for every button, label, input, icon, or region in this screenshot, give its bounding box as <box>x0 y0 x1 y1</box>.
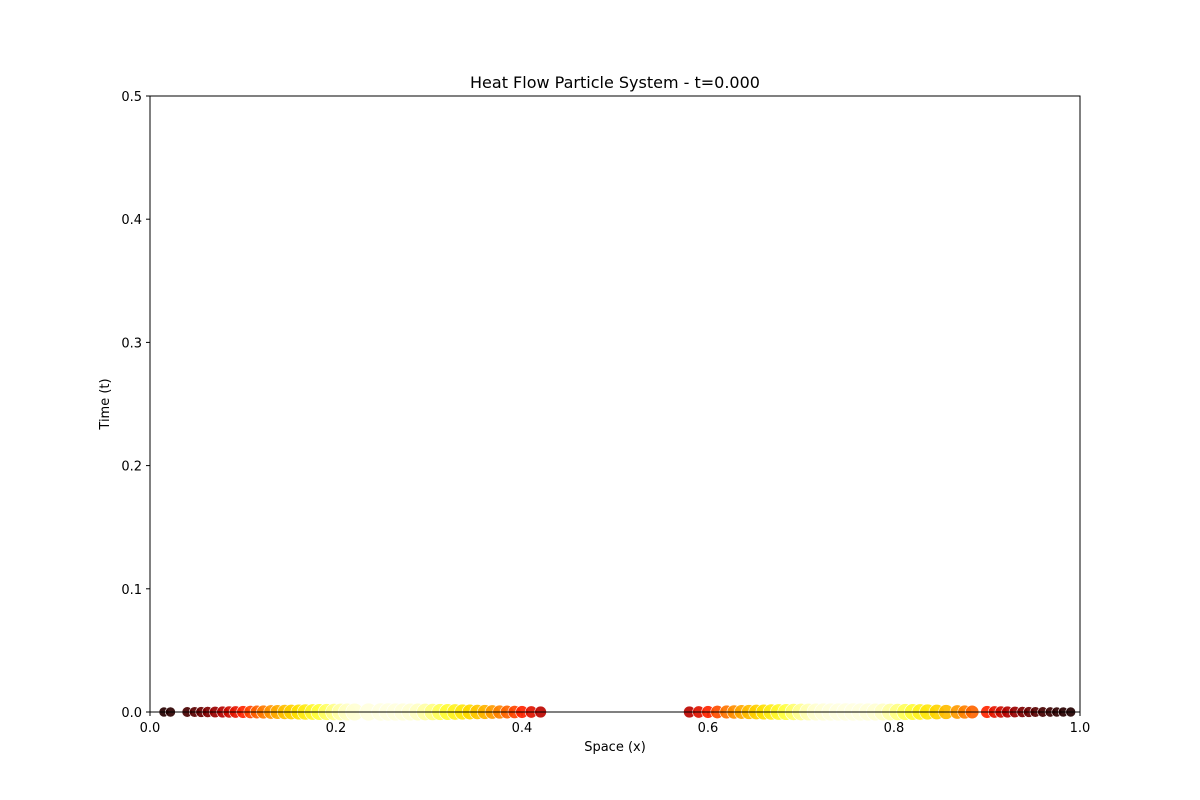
plot-frame <box>149 95 1081 713</box>
y-tick-label: 0.4 <box>121 213 142 228</box>
x-tick-label: 0.0 <box>140 721 161 736</box>
chart-title: Heat Flow Particle System - t=0.000 <box>470 73 760 92</box>
y-axis-label: Time (t) <box>98 378 113 430</box>
x-tick-label: 0.8 <box>884 721 905 736</box>
x-axis-label: Space (x) <box>584 740 646 755</box>
axis-ticks: 0.0 0.2 0.4 0.6 0.8 1.0 0.0 0.1 0.2 0.3 0.4 0.5 <box>121 90 1090 736</box>
x-tick-label: 1.0 <box>1070 721 1091 736</box>
x-tick-label: 0.4 <box>512 721 533 736</box>
y-tick-label: 0.2 <box>121 460 142 475</box>
y-tick-label: 0.1 <box>121 583 142 598</box>
y-tick-label: 0.5 <box>121 90 142 105</box>
x-tick-label: 0.2 <box>326 721 347 736</box>
y-tick-label: 0.3 <box>121 336 142 351</box>
y-tick-label: 0.0 <box>121 706 142 721</box>
x-tick-label: 0.6 <box>698 721 719 736</box>
